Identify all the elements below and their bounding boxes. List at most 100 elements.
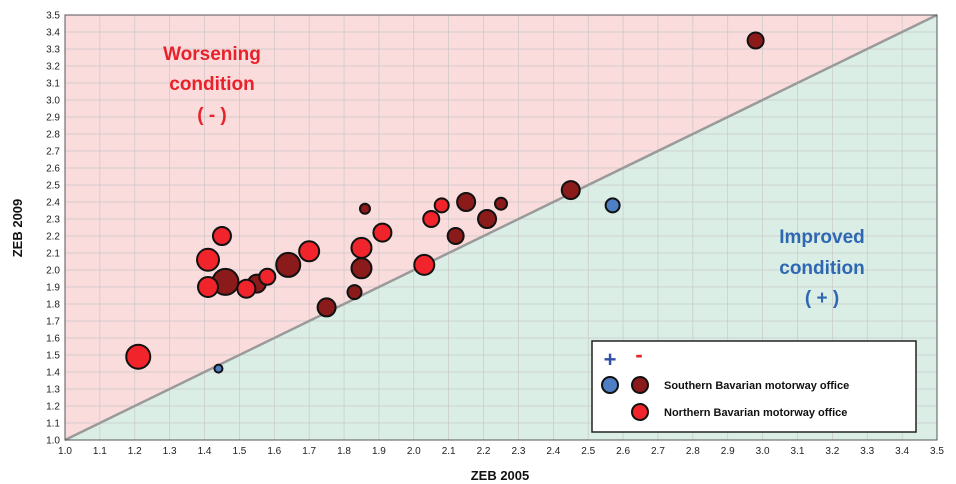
y-tick-label: 3.3 bbox=[46, 45, 60, 56]
y-tick-label: 1.5 bbox=[46, 351, 60, 362]
data-point-northern bbox=[125, 343, 152, 370]
x-tick-label: 1.8 bbox=[337, 446, 351, 457]
data-point-southern bbox=[350, 257, 373, 280]
y-tick-label: 1.1 bbox=[46, 419, 60, 430]
y-tick-label: 1.2 bbox=[46, 402, 60, 413]
legend-northern-marker bbox=[631, 403, 649, 421]
x-tick-label: 3.2 bbox=[825, 446, 839, 457]
x-tick-label: 1.1 bbox=[93, 446, 107, 457]
y-tick-label: 1.0 bbox=[46, 436, 60, 447]
y-tick-label: 1.7 bbox=[46, 317, 60, 328]
y-tick-label: 2.5 bbox=[46, 181, 60, 192]
x-tick-label: 1.4 bbox=[198, 446, 212, 457]
legend-southern-label: Southern Bavarian motorway office bbox=[664, 380, 849, 392]
x-tick-label: 2.2 bbox=[477, 446, 491, 457]
legend: + - Southern Bavarian motorway office No… bbox=[591, 340, 917, 433]
data-point-southern bbox=[358, 202, 371, 215]
x-tick-label: 1.3 bbox=[163, 446, 177, 457]
data-point-southern bbox=[456, 192, 477, 212]
x-tick-label: 2.6 bbox=[616, 446, 630, 457]
x-axis-ticks: 1.0 1.1 1.2 1.3 1.4 1.5 1.6 1.7 1.8 1.9 2.0 2.1 2.2 2… bbox=[58, 446, 944, 457]
y-tick-label: 2.3 bbox=[46, 215, 60, 226]
y-tick-label: 1.6 bbox=[46, 334, 60, 345]
data-points bbox=[125, 31, 765, 374]
x-tick-label: 1.6 bbox=[267, 446, 281, 457]
improved-label: Improved condition ( + ) bbox=[779, 227, 865, 309]
worsening-label: Worsening condition ( - ) bbox=[163, 44, 261, 126]
y-tick-label: 2.2 bbox=[46, 232, 60, 243]
x-tick-label: 1.5 bbox=[232, 446, 246, 457]
y-tick-label: 2.1 bbox=[46, 249, 60, 260]
x-tick-label: 2.5 bbox=[581, 446, 595, 457]
x-tick-label: 2.0 bbox=[407, 446, 421, 457]
data-point-southern bbox=[604, 197, 621, 214]
data-point-northern bbox=[236, 278, 257, 299]
worsening-label-line1: Worsening bbox=[163, 44, 261, 65]
data-point-northern bbox=[350, 236, 373, 259]
x-tick-label: 2.9 bbox=[721, 446, 735, 457]
diagonal-line bbox=[64, 13, 938, 442]
data-point-northern bbox=[298, 240, 321, 263]
y-tick-label: 2.4 bbox=[46, 198, 60, 209]
data-point-northern bbox=[433, 197, 450, 214]
y-axis-title: ZEB 2009 bbox=[10, 199, 25, 258]
x-tick-label: 3.1 bbox=[791, 446, 805, 457]
y-tick-label: 1.8 bbox=[46, 300, 60, 311]
y-tick-label: 2.8 bbox=[46, 130, 60, 141]
x-tick-label: 3.3 bbox=[860, 446, 874, 457]
y-tick-label: 3.4 bbox=[46, 28, 60, 39]
data-point-northern bbox=[211, 226, 232, 246]
y-tick-label: 2.9 bbox=[46, 113, 60, 124]
legend-plus-symbol: + bbox=[604, 347, 617, 372]
legend-southern-minus-marker bbox=[631, 376, 649, 394]
improved-label-line1: Improved bbox=[779, 227, 865, 248]
data-point-northern bbox=[413, 253, 436, 276]
data-point-southern bbox=[746, 31, 765, 50]
data-point-southern bbox=[494, 196, 508, 211]
x-axis-title: ZEB 2005 bbox=[471, 468, 530, 483]
x-tick-label: 2.7 bbox=[651, 446, 665, 457]
y-axis-ticks: 1.0 1.1 1.2 1.3 1.4 1.5 1.6 1.7 1.8 1.9 2.0 2.1 2.2 2… bbox=[46, 11, 60, 447]
y-tick-label: 3.1 bbox=[46, 79, 60, 90]
legend-minus-symbol: - bbox=[635, 342, 642, 367]
x-tick-label: 3.5 bbox=[930, 446, 944, 457]
data-point-southern bbox=[477, 209, 498, 229]
worsening-label-line3: ( - ) bbox=[197, 105, 227, 126]
x-tick-label: 3.4 bbox=[895, 446, 909, 457]
y-tick-label: 1.3 bbox=[46, 385, 60, 396]
improved-label-line2: condition bbox=[779, 258, 864, 279]
x-tick-label: 2.8 bbox=[686, 446, 700, 457]
data-point-northern bbox=[258, 267, 277, 286]
data-point-southern bbox=[560, 180, 581, 201]
data-point-southern bbox=[213, 363, 224, 374]
data-point-southern bbox=[346, 284, 363, 301]
x-tick-label: 1.7 bbox=[302, 446, 316, 457]
data-point-southern bbox=[275, 251, 302, 278]
data-point-northern bbox=[372, 222, 393, 243]
x-tick-label: 1.0 bbox=[58, 446, 72, 457]
y-tick-label: 2.7 bbox=[46, 147, 60, 158]
legend-northern-label: Northern Bavarian motorway office bbox=[664, 407, 847, 419]
y-tick-label: 1.9 bbox=[46, 283, 60, 294]
y-tick-label: 2.0 bbox=[46, 266, 60, 277]
data-point-northern bbox=[196, 247, 221, 272]
x-tick-label: 2.1 bbox=[442, 446, 456, 457]
y-tick-label: 1.4 bbox=[46, 368, 60, 379]
legend-southern-plus-marker bbox=[601, 376, 619, 394]
x-tick-label: 3.0 bbox=[756, 446, 770, 457]
y-tick-label: 3.5 bbox=[46, 11, 60, 22]
improved-label-line3: ( + ) bbox=[805, 288, 839, 309]
x-tick-label: 1.9 bbox=[372, 446, 386, 457]
y-tick-label: 3.2 bbox=[46, 62, 60, 73]
data-point-northern bbox=[197, 276, 220, 298]
x-tick-label: 2.4 bbox=[546, 446, 560, 457]
worsening-label-line2: condition bbox=[169, 74, 254, 95]
y-tick-label: 3.0 bbox=[46, 96, 60, 107]
plot-frame bbox=[64, 14, 938, 441]
data-point-southern bbox=[446, 227, 465, 245]
data-point-southern bbox=[316, 297, 337, 318]
y-tick-label: 2.6 bbox=[46, 164, 60, 175]
x-tick-label: 2.3 bbox=[511, 446, 525, 457]
data-point-northern bbox=[422, 210, 441, 228]
